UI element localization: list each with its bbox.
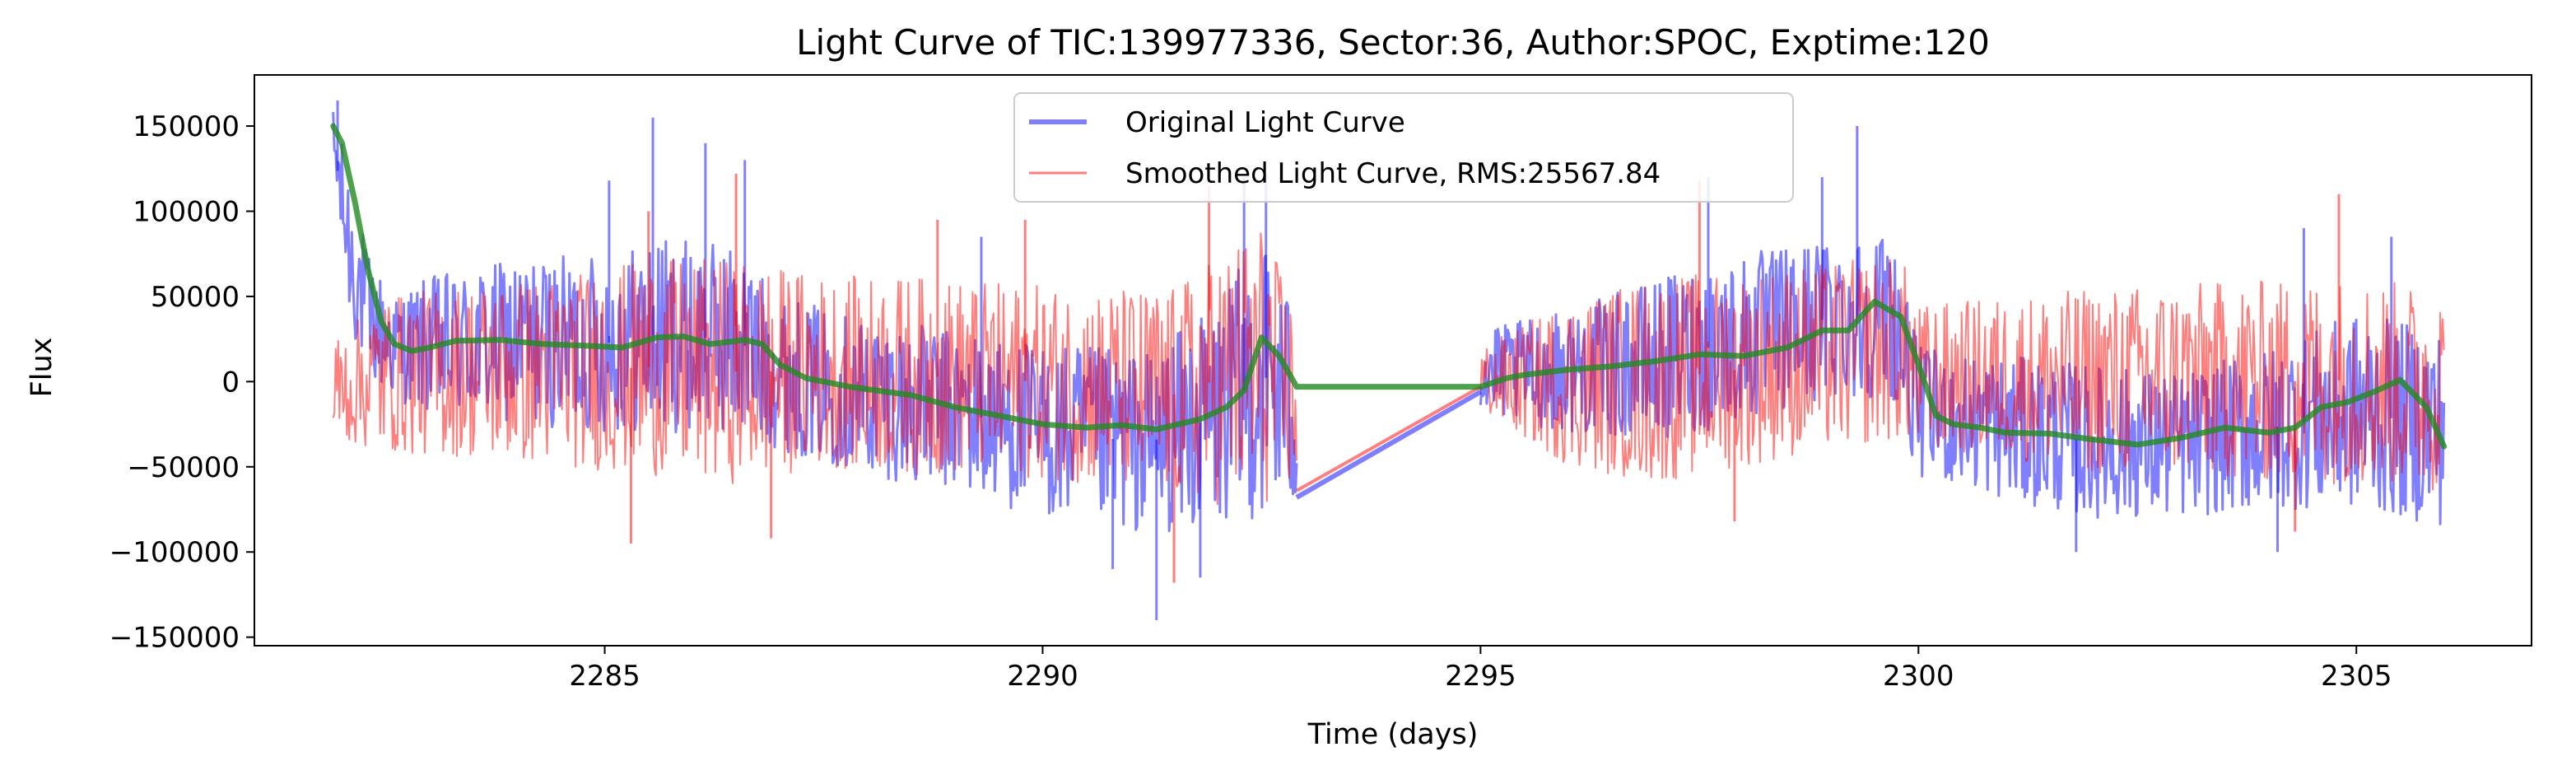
y-tick-label: −50000 <box>127 451 240 484</box>
legend-label-original: Original Light Curve <box>1125 106 1405 139</box>
x-tick-label: 2300 <box>1883 660 1954 693</box>
legend-box <box>1013 92 1794 203</box>
y-tick-label: 50000 <box>151 281 240 314</box>
y-tick-label: −100000 <box>109 536 240 569</box>
x-tick-label: 2295 <box>1445 660 1516 693</box>
gap-bridge-line <box>1295 390 1482 500</box>
y-tick-label: 0 <box>221 366 240 399</box>
series-trace-segment <box>1479 238 2446 525</box>
y-axis: −150000 −100000 −50000 0 50000 100000 150000 <box>109 110 254 655</box>
series-trace-segment <box>1479 259 2445 491</box>
plot-frame <box>254 74 2532 647</box>
x-tick-label: 2290 <box>1007 660 1078 693</box>
x-tick-label: 2305 <box>2321 660 2392 693</box>
legend: Original Light Curve Smoothed Light Curv… <box>1013 92 1794 203</box>
chart-title: Light Curve of TIC:139977336, Sector:36,… <box>796 22 1990 63</box>
y-tick-label: 150000 <box>133 110 240 143</box>
y-tick-label: −150000 <box>109 622 240 655</box>
x-axis-label: Time (days) <box>1307 718 1479 751</box>
x-axis: 2285 2290 2295 2300 2305 <box>569 646 2392 693</box>
y-tick-label: 100000 <box>133 195 240 228</box>
series-trend <box>330 123 2448 450</box>
legend-label-smoothed: Smoothed Light Curve, RMS:25567.84 <box>1125 157 1661 190</box>
plot-area <box>330 100 2448 620</box>
y-axis-label: Flux <box>26 338 58 398</box>
x-tick-label: 2285 <box>569 660 641 693</box>
gap-bridge-line <box>1295 385 1482 493</box>
